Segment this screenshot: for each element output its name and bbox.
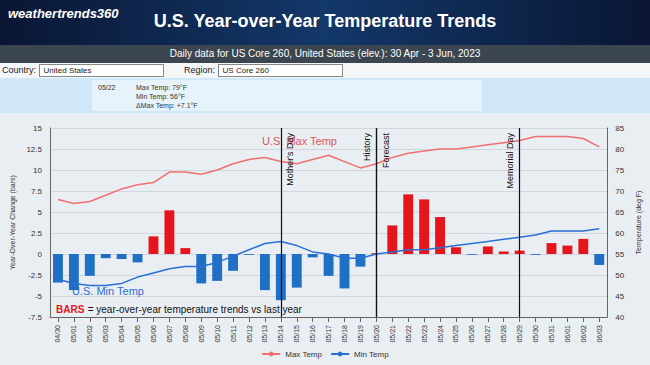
svg-text:U.S. Max Temp: U.S. Max Temp [262, 135, 337, 147]
html-text:Daily data for US Core 260, Un: Daily data for US Core 260, United State… [169, 48, 481, 59]
svg-text:= year-over-year temperature t: = year-over-year temperature trends vs l… [88, 304, 303, 315]
svg-text:05/15: 05/15 [293, 325, 300, 343]
svg-text:05/06: 05/06 [150, 325, 157, 343]
svg-text:05/28: 05/28 [500, 325, 507, 343]
svg-text:0: 0 [38, 250, 43, 259]
html-text:Country:: Country: [2, 65, 36, 75]
svg-text:5: 5 [38, 208, 43, 217]
svg-text:05/21: 05/21 [389, 325, 396, 343]
svg-text:Forecast: Forecast [381, 133, 391, 169]
svg-text:05/07: 05/07 [166, 325, 173, 343]
svg-text:History: History [362, 133, 372, 162]
svg-text:05/27: 05/27 [484, 325, 491, 343]
svg-text:05/11: 05/11 [230, 325, 237, 342]
svg-text:Year-Over-Year Change (bars): Year-Over-Year Change (bars) [9, 175, 17, 270]
svg-text:BARS: BARS [56, 304, 85, 315]
svg-text:05/17: 05/17 [325, 325, 332, 343]
html-text:Min Temp: 56°F: Min Temp: 56°F [136, 93, 185, 100]
html-text:United States: United States [43, 66, 92, 76]
svg-text:06/01: 06/01 [564, 325, 571, 343]
svg-text:05/31: 05/31 [548, 325, 555, 343]
svg-text:05/24: 05/24 [437, 325, 444, 343]
html-text:05/22: 05/22 [98, 84, 116, 91]
svg-text:Max Temp: Max Temp [285, 350, 322, 359]
svg-text:05/10: 05/10 [214, 325, 221, 343]
svg-text:15: 15 [33, 124, 42, 133]
svg-text:-7.5: -7.5 [28, 313, 42, 322]
svg-text:50: 50 [615, 271, 624, 280]
svg-text:05/25: 05/25 [452, 325, 459, 343]
svg-text:05/30: 05/30 [532, 325, 539, 343]
svg-text:U.S. Min Temp: U.S. Min Temp [72, 285, 144, 297]
html-text:Region:: Region: [184, 65, 216, 75]
html-text:Max Temp: 79°F: Max Temp: 79°F [136, 84, 187, 91]
html-text:US Core 260: US Core 260 [222, 66, 269, 76]
svg-text:04/30: 04/30 [54, 325, 61, 343]
svg-text:Temperature (deg F): Temperature (deg F) [635, 191, 643, 255]
svg-text:85: 85 [615, 124, 624, 133]
html-text:U.S. Year-over-Year Temperatur: U.S. Year-over-Year Temperature Trends [153, 11, 497, 31]
svg-text:Min Temp: Min Temp [354, 350, 389, 359]
svg-text:70: 70 [615, 187, 624, 196]
svg-text:60: 60 [615, 229, 624, 238]
svg-text:05/13: 05/13 [261, 325, 268, 343]
svg-text:05/14: 05/14 [277, 325, 284, 343]
svg-text:05/18: 05/18 [341, 325, 348, 343]
svg-text:05/03: 05/03 [102, 325, 109, 343]
svg-text:-2.5: -2.5 [28, 271, 42, 280]
svg-text:75: 75 [615, 166, 624, 175]
svg-text:Mother's Day: Mother's Day [285, 133, 295, 186]
svg-text:2.5: 2.5 [31, 229, 43, 238]
svg-text:7.5: 7.5 [31, 187, 43, 196]
svg-text:05/26: 05/26 [468, 325, 475, 343]
html-text:weathertrends360: weathertrends360 [8, 6, 119, 21]
svg-text:05/01: 05/01 [70, 325, 77, 343]
svg-text:06/03: 06/03 [596, 325, 603, 343]
svg-text:55: 55 [615, 250, 624, 259]
svg-text:05/04: 05/04 [118, 325, 125, 343]
svg-text:05/08: 05/08 [182, 325, 189, 343]
svg-text:65: 65 [615, 208, 624, 217]
svg-text:05/09: 05/09 [198, 325, 205, 343]
svg-text:05/22: 05/22 [405, 325, 412, 343]
svg-text:05/02: 05/02 [86, 325, 93, 343]
svg-text:Memorial Day: Memorial Day [505, 133, 515, 189]
svg-text:06/02: 06/02 [580, 325, 587, 343]
svg-text:05/16: 05/16 [309, 325, 316, 343]
svg-text:05/20: 05/20 [373, 325, 380, 343]
html-text:ΔMax Temp: +7.1°F: ΔMax Temp: +7.1°F [136, 102, 198, 109]
svg-text:05/12: 05/12 [246, 325, 253, 343]
svg-text:12.5: 12.5 [26, 145, 42, 154]
svg-text:40: 40 [615, 313, 624, 322]
svg-text:05/05: 05/05 [134, 325, 141, 343]
svg-text:05/23: 05/23 [421, 325, 428, 343]
svg-text:05/29: 05/29 [516, 325, 523, 343]
svg-text:05/19: 05/19 [357, 325, 364, 343]
svg-text:80: 80 [615, 145, 624, 154]
svg-text:-5: -5 [35, 292, 43, 301]
svg-text:10: 10 [33, 166, 42, 175]
svg-text:45: 45 [615, 292, 624, 301]
